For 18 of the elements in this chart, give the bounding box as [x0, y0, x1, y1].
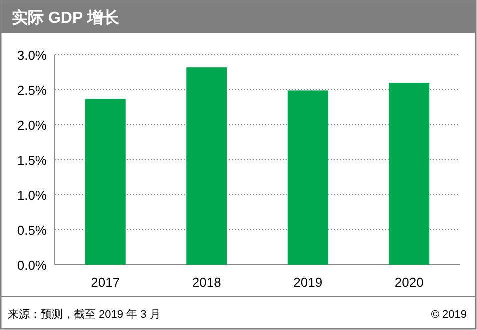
x-tick-label: 2019 [294, 275, 323, 290]
y-tick-label: 1.5% [17, 153, 48, 168]
x-tick-label: 2017 [91, 275, 120, 290]
text: © 2019 [431, 309, 467, 321]
bar [186, 68, 228, 265]
bar [85, 99, 126, 265]
y-tick-label: 1.0% [17, 188, 48, 203]
y-tick-label: 2.5% [17, 83, 48, 98]
bar [389, 83, 430, 265]
bar [288, 90, 328, 265]
y-tick-label: 2.0% [17, 118, 48, 133]
x-tick-label: 2018 [192, 275, 222, 290]
y-tick-label: 3.0% [17, 48, 48, 63]
chart-title: 实际 GDP 增长 [12, 9, 120, 27]
y-tick-label: 0.0% [17, 258, 48, 273]
x-tick-label: 2020 [394, 275, 424, 290]
y-tick-label: 0.5% [17, 223, 48, 238]
source-note: 来源：预测，截至 2019 年 3 月 [8, 308, 161, 321]
